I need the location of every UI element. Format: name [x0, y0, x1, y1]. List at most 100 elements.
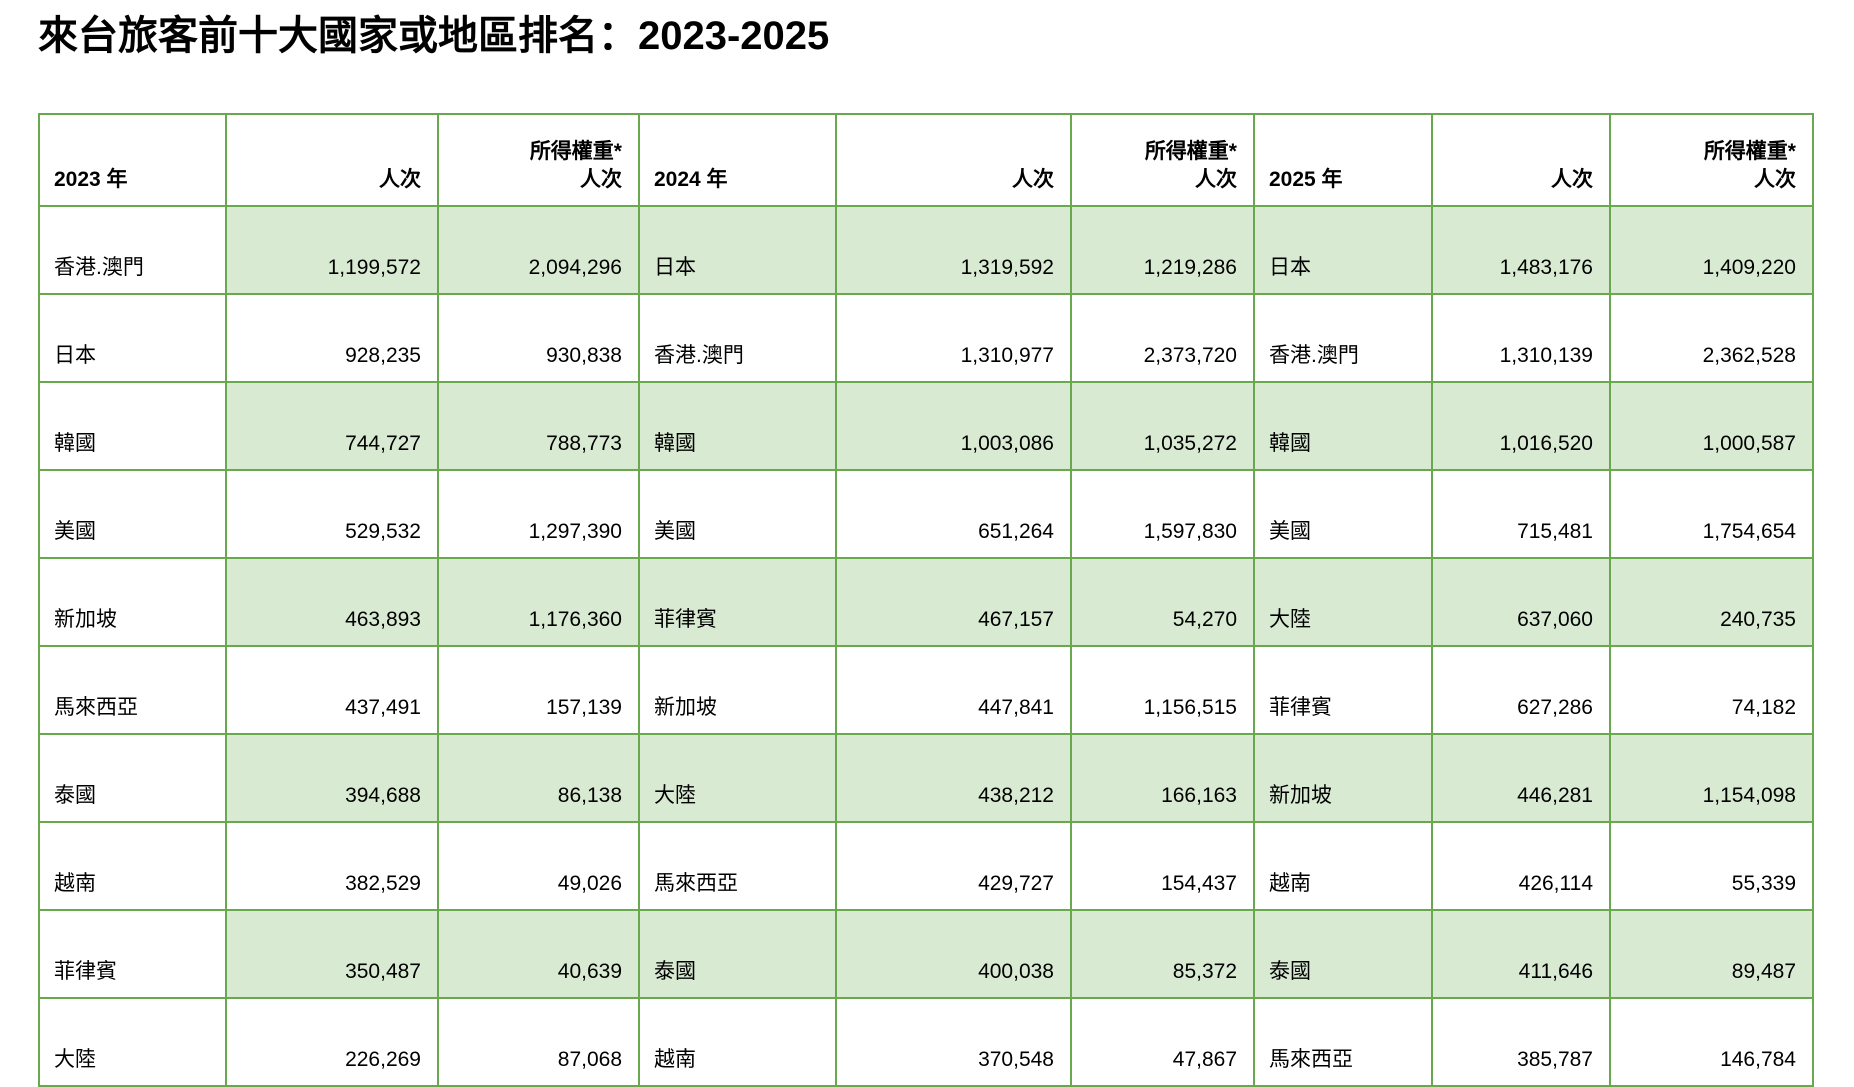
- page-title: 來台旅客前十大國家或地區排名：2023-2025: [38, 14, 830, 58]
- weighted-cell: 788,773: [437, 381, 640, 471]
- weighted-cell: 1,156,515: [1070, 645, 1255, 735]
- table-row-9: 菲律賓 350,487 40,639 泰國 400,038 85,372 泰國 …: [38, 909, 1814, 999]
- country-cell: 菲律賓: [1253, 645, 1433, 735]
- weighted-cell: 55,339: [1609, 821, 1814, 911]
- country-cell: 香港.澳門: [638, 293, 837, 383]
- weighted-cell: 1,154,098: [1609, 733, 1814, 823]
- weighted-cell: 1,000,587: [1609, 381, 1814, 471]
- header-weighted-2023: 所得權重* 人次: [437, 113, 640, 207]
- weighted-cell: 1,409,220: [1609, 205, 1814, 295]
- table-row-3: 韓國 744,727 788,773 韓國 1,003,086 1,035,27…: [38, 381, 1814, 471]
- country-cell: 馬來西亞: [1253, 997, 1433, 1087]
- country-cell: 大陸: [38, 997, 227, 1087]
- visitors-cell: 467,157: [835, 557, 1072, 647]
- visitors-cell: 744,727: [225, 381, 439, 471]
- weighted-cell: 89,487: [1609, 909, 1814, 999]
- table-row-4: 美國 529,532 1,297,390 美國 651,264 1,597,83…: [38, 469, 1814, 559]
- table-row-2: 日本 928,235 930,838 香港.澳門 1,310,977 2,373…: [38, 293, 1814, 383]
- table-row-6: 馬來西亞 437,491 157,139 新加坡 447,841 1,156,5…: [38, 645, 1814, 735]
- visitors-cell: 226,269: [225, 997, 439, 1087]
- header-weighted-2023-line2: 人次: [580, 167, 622, 191]
- weighted-cell: 930,838: [437, 293, 640, 383]
- country-cell: 美國: [1253, 469, 1433, 559]
- visitors-cell: 411,646: [1431, 909, 1611, 999]
- header-weighted-2023-line1: 所得權重*: [529, 140, 622, 164]
- weighted-cell: 2,373,720: [1070, 293, 1255, 383]
- weighted-cell: 47,867: [1070, 997, 1255, 1087]
- table-row-7: 泰國 394,688 86,138 大陸 438,212 166,163 新加坡…: [38, 733, 1814, 823]
- country-cell: 新加坡: [638, 645, 837, 735]
- country-cell: 新加坡: [38, 557, 227, 647]
- weighted-cell: 1,219,286: [1070, 205, 1255, 295]
- header-weighted-2025: 所得權重* 人次: [1609, 113, 1814, 207]
- country-cell: 香港.澳門: [1253, 293, 1433, 383]
- header-year-2024: 2024 年: [638, 113, 837, 207]
- country-cell: 日本: [638, 205, 837, 295]
- visitors-cell: 1,319,592: [835, 205, 1072, 295]
- header-visitors-2025: 人次: [1431, 113, 1611, 207]
- visitors-cell: 1,310,139: [1431, 293, 1611, 383]
- visitors-cell: 394,688: [225, 733, 439, 823]
- visitors-cell: 370,548: [835, 997, 1072, 1087]
- weighted-cell: 1,035,272: [1070, 381, 1255, 471]
- visitors-cell: 627,286: [1431, 645, 1611, 735]
- visitors-cell: 1,483,176: [1431, 205, 1611, 295]
- weighted-cell: 40,639: [437, 909, 640, 999]
- country-cell: 馬來西亞: [38, 645, 227, 735]
- country-cell: 菲律賓: [38, 909, 227, 999]
- country-cell: 韓國: [638, 381, 837, 471]
- weighted-cell: 86,138: [437, 733, 640, 823]
- weighted-cell: 1,754,654: [1609, 469, 1814, 559]
- weighted-cell: 1,297,390: [437, 469, 640, 559]
- table-row-1: 香港.澳門 1,199,572 2,094,296 日本 1,319,592 1…: [38, 205, 1814, 295]
- visitors-cell: 400,038: [835, 909, 1072, 999]
- header-year-2023: 2023 年: [38, 113, 227, 207]
- header-weighted-2025-line2: 人次: [1754, 167, 1796, 191]
- weighted-cell: 1,176,360: [437, 557, 640, 647]
- visitors-cell: 429,727: [835, 821, 1072, 911]
- country-cell: 韓國: [38, 381, 227, 471]
- country-cell: 泰國: [638, 909, 837, 999]
- header-weighted-2024: 所得權重* 人次: [1070, 113, 1255, 207]
- weighted-cell: 154,437: [1070, 821, 1255, 911]
- country-cell: 日本: [1253, 205, 1433, 295]
- weighted-cell: 146,784: [1609, 997, 1814, 1087]
- visitors-cell: 715,481: [1431, 469, 1611, 559]
- visitors-cell: 426,114: [1431, 821, 1611, 911]
- visitors-cell: 447,841: [835, 645, 1072, 735]
- visitors-cell: 928,235: [225, 293, 439, 383]
- visitors-cell: 529,532: [225, 469, 439, 559]
- country-cell: 泰國: [1253, 909, 1433, 999]
- weighted-cell: 166,163: [1070, 733, 1255, 823]
- table-row-5: 新加坡 463,893 1,176,360 菲律賓 467,157 54,270…: [38, 557, 1814, 647]
- visitors-cell: 385,787: [1431, 997, 1611, 1087]
- country-cell: 香港.澳門: [38, 205, 227, 295]
- header-weighted-2024-line1: 所得權重*: [1144, 140, 1237, 164]
- header-visitors-2024: 人次: [835, 113, 1072, 207]
- header-weighted-2025-line1: 所得權重*: [1703, 140, 1796, 164]
- country-cell: 新加坡: [1253, 733, 1433, 823]
- header-visitors-2023: 人次: [225, 113, 439, 207]
- country-cell: 越南: [638, 997, 837, 1087]
- visitors-cell: 350,487: [225, 909, 439, 999]
- visitors-cell: 382,529: [225, 821, 439, 911]
- visitors-cell: 1,003,086: [835, 381, 1072, 471]
- visitors-cell: 1,016,520: [1431, 381, 1611, 471]
- visitors-cell: 1,199,572: [225, 205, 439, 295]
- country-cell: 泰國: [38, 733, 227, 823]
- weighted-cell: 54,270: [1070, 557, 1255, 647]
- country-cell: 大陸: [638, 733, 837, 823]
- table-row-8: 越南 382,529 49,026 馬來西亞 429,727 154,437 越…: [38, 821, 1814, 911]
- header-row: 2023 年 人次 所得權重* 人次 2024 年 人次 所得權重* 人次 2025…: [38, 113, 1814, 207]
- visitors-cell: 446,281: [1431, 733, 1611, 823]
- weighted-cell: 49,026: [437, 821, 640, 911]
- header-year-2025: 2025 年: [1253, 113, 1433, 207]
- country-cell: 日本: [38, 293, 227, 383]
- weighted-cell: 1,597,830: [1070, 469, 1255, 559]
- weighted-cell: 85,372: [1070, 909, 1255, 999]
- table-row-10: 大陸 226,269 87,068 越南 370,548 47,867 馬來西亞…: [38, 997, 1814, 1087]
- rankings-table: 2023 年 人次 所得權重* 人次 2024 年 人次 所得權重* 人次 2025…: [38, 113, 1814, 1087]
- weighted-cell: 240,735: [1609, 557, 1814, 647]
- country-cell: 美國: [638, 469, 837, 559]
- visitors-cell: 1,310,977: [835, 293, 1072, 383]
